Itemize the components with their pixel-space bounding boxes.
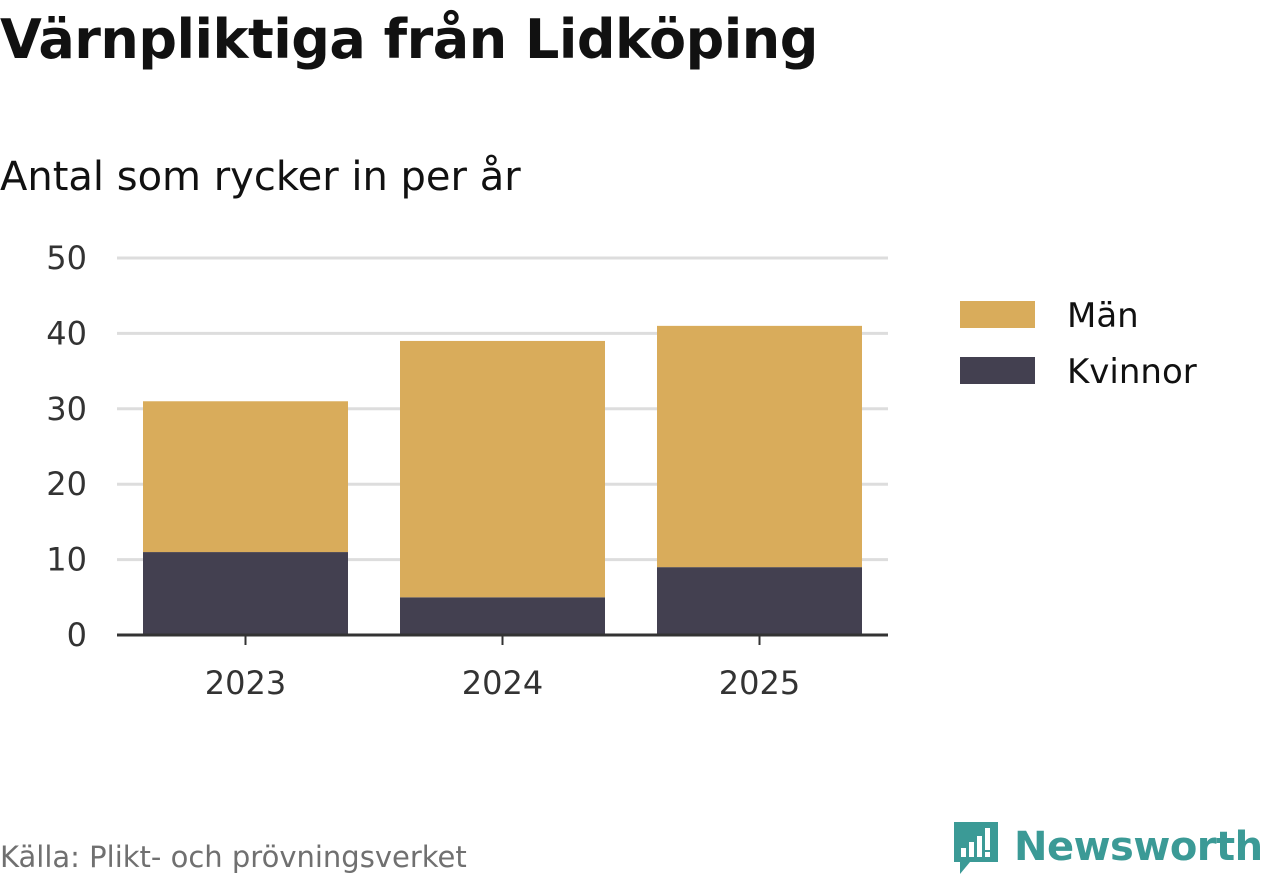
source-note: Källa: Plikt- och prövningsverket — [0, 840, 467, 874]
x-tick-label-2024: 2024 — [462, 664, 543, 702]
newsworthy-logo-icon — [954, 822, 998, 874]
brand-name: Newsworthy — [1014, 824, 1262, 870]
y-tick-label-30: 30 — [46, 390, 87, 428]
legend-swatch-kvinnor — [960, 357, 1035, 384]
legend-label-kvinnor: Kvinnor — [1067, 352, 1197, 392]
bars — [143, 325, 862, 635]
chart-title: Värnpliktiga från Lidköping — [0, 8, 818, 71]
axes: 0 10 20 30 40 50 2023 2024 2025 — [46, 239, 888, 702]
y-tick-label-20: 20 — [46, 465, 87, 503]
y-tick-label-40: 40 — [46, 314, 87, 352]
bar-kvinnor-2024 — [400, 597, 605, 635]
chart-subtitle: Antal som rycker in per år — [0, 154, 521, 200]
legend-label-man: Män — [1067, 296, 1139, 336]
bar-man-2024 — [400, 340, 605, 598]
brand-logo: Newsworthy — [950, 818, 1262, 876]
y-tick-label-0: 0 — [67, 616, 87, 654]
bar-man-2025 — [657, 325, 862, 568]
legend: Män Kvinnor — [960, 296, 1197, 392]
legend-swatch-man — [960, 301, 1035, 328]
y-tick-label-50: 50 — [46, 239, 87, 277]
bar-man-2023 — [143, 401, 348, 553]
bar-kvinnor-2025 — [657, 567, 862, 635]
x-tick-label-2023: 2023 — [205, 664, 286, 702]
bar-kvinnor-2023 — [143, 552, 348, 635]
y-tick-label-10: 10 — [46, 541, 87, 579]
x-tick-label-2025: 2025 — [719, 664, 800, 702]
